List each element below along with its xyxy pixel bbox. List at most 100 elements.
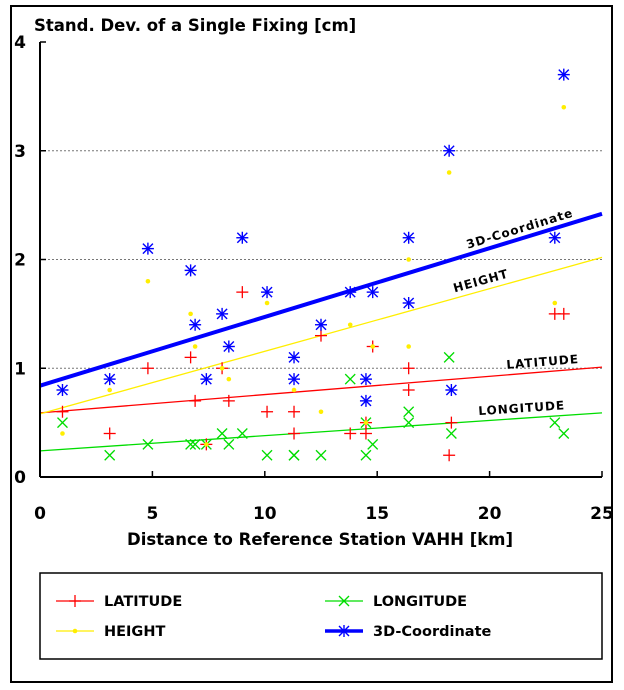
grid-lines (40, 150, 602, 369)
chart-frame (10, 5, 613, 683)
legend-label: LONGITUDE (373, 594, 467, 610)
latitude-point (288, 405, 301, 418)
3d-coordinate-point (344, 286, 357, 299)
3d-coordinate-point (288, 373, 301, 386)
height-point (145, 278, 151, 284)
longitude-point (360, 449, 372, 461)
plot-axes (39, 41, 603, 478)
legend-box (39, 572, 603, 660)
latitude-point (359, 427, 372, 440)
latitude-point (315, 329, 327, 342)
legend-item: HEIGHT (56, 624, 165, 640)
height-point (552, 300, 558, 306)
latitude-point (236, 286, 249, 299)
longitude-point (315, 449, 327, 461)
3d-coordinate-point (443, 144, 456, 157)
longitude-point (142, 438, 154, 450)
legend-marker (338, 595, 350, 607)
3d-coordinate-point (103, 373, 116, 386)
height-point (347, 322, 353, 328)
3d-coordinate-point (222, 340, 235, 353)
3d-coordinate-point (366, 286, 379, 299)
height-point (446, 170, 452, 175)
height-point (406, 344, 411, 349)
x-axis-label: Distance to Reference Station VAHH [km] (127, 530, 513, 549)
y-tick-label: 4 (14, 33, 26, 53)
3d-coordinate-point (359, 394, 372, 407)
legend-label: 3D-Coordinate (373, 624, 492, 640)
legend: LATITUDE LONGITUDE HEIGHT 3D-Coordinate (56, 594, 492, 640)
latitude-point (402, 362, 415, 375)
longitude-point (403, 417, 415, 429)
latitude-point (288, 427, 301, 440)
longitude-point (367, 438, 379, 450)
trend-line (39, 366, 603, 414)
3d-coordinate-point (261, 286, 274, 299)
latitude-point (261, 405, 274, 418)
3d-coordinate-point (445, 384, 458, 396)
longitude-point (189, 438, 201, 450)
chart-title: Stand. Dev. of a Single Fixing [cm] (34, 16, 356, 35)
height-point (363, 420, 369, 425)
latitude-point (344, 427, 357, 440)
3d-coordinate-point (359, 373, 372, 386)
x-tick-label: 10 (253, 504, 277, 524)
legend-item: LONGITUDE (325, 594, 467, 610)
trend-label: LATITUDE (506, 352, 580, 372)
longitude-point (445, 428, 457, 439)
longitude-point (261, 449, 273, 461)
y-tick-label: 1 (14, 359, 26, 379)
trend-line (39, 211, 603, 388)
tick-labels: 0 5 10 15 20 25 0 1 2 3 4 (14, 33, 614, 524)
3d-coordinate-point (236, 231, 249, 244)
y-tick-label: 0 (14, 468, 26, 488)
3d-coordinate-point (189, 318, 202, 331)
latitude-point (184, 351, 197, 364)
3d-coordinate-point (402, 297, 415, 309)
latitude-point (557, 307, 570, 320)
height-point (318, 409, 324, 415)
legend-marker (338, 625, 350, 637)
legend-label: HEIGHT (104, 624, 165, 640)
legend-marker (69, 595, 81, 607)
data-markers (56, 68, 570, 462)
height-point (192, 344, 198, 349)
longitude-point (403, 406, 415, 418)
longitude-point (185, 438, 197, 450)
y-tick-label: 3 (14, 142, 26, 162)
longitude-point (549, 417, 561, 429)
height-point (561, 104, 567, 110)
3d-coordinate-point (315, 318, 327, 331)
height-point (406, 257, 411, 262)
3d-coordinate-point (216, 307, 229, 320)
latitude-point (402, 384, 415, 396)
x-tick-label: 0 (34, 504, 46, 524)
longitude-point (558, 428, 570, 439)
height-point (188, 311, 193, 317)
3d-coordinate-point (402, 231, 415, 244)
3d-coordinate-point (288, 351, 301, 364)
3d-coordinate-point (200, 373, 213, 386)
height-point (60, 431, 65, 436)
longitude-point (288, 449, 300, 461)
height-point (204, 442, 209, 447)
latitude-point (443, 449, 456, 462)
legend-label: LATITUDE (104, 594, 182, 610)
legend-item: 3D-Coordinate (325, 624, 492, 640)
y-tick-label: 2 (14, 251, 26, 271)
x-tick-label: 20 (478, 504, 502, 524)
longitude-point (223, 438, 235, 450)
3d-coordinate-point (184, 264, 197, 277)
longitude-point (236, 428, 248, 439)
latitude-point (222, 394, 235, 407)
x-tick-label: 25 (590, 504, 614, 524)
3d-coordinate-point (548, 231, 561, 244)
legend-marker (72, 628, 78, 634)
x-tick-label: 5 (146, 504, 158, 524)
latitude-point (141, 362, 154, 375)
height-point (226, 376, 232, 382)
longitude-point (443, 351, 455, 363)
height-point (291, 387, 297, 393)
height-point (370, 344, 376, 349)
